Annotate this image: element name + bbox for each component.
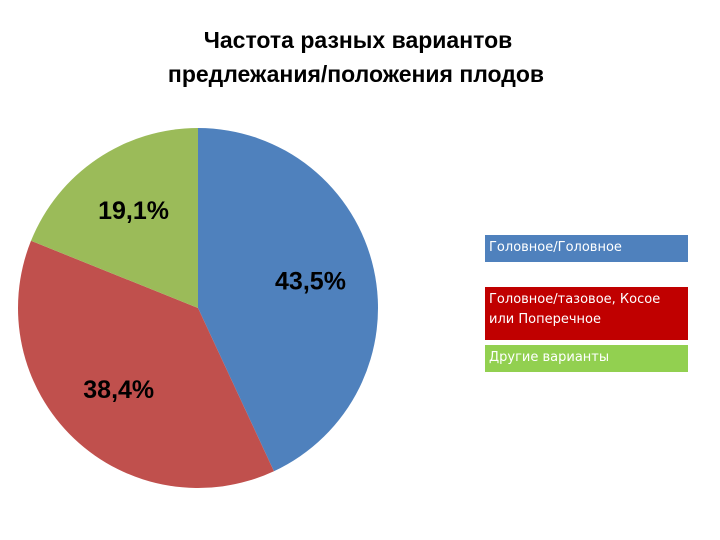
- pie-slice: [17, 240, 274, 489]
- value-label: 19,1%: [98, 197, 169, 225]
- pie-slice: [31, 127, 198, 308]
- chart-title: предлежания/положения плодов: [168, 61, 544, 87]
- chart-title: Частота разных вариантов: [204, 27, 513, 53]
- pie-slice: [198, 128, 379, 472]
- legend-entry: Другие варианты: [485, 345, 688, 372]
- value-label: 43,5%: [275, 268, 346, 296]
- legend-entry: Головное/Головное: [485, 235, 688, 262]
- legend-entry: Головное/тазовое, Косое или Поперечное: [485, 287, 688, 340]
- value-label: 38,4%: [83, 376, 154, 404]
